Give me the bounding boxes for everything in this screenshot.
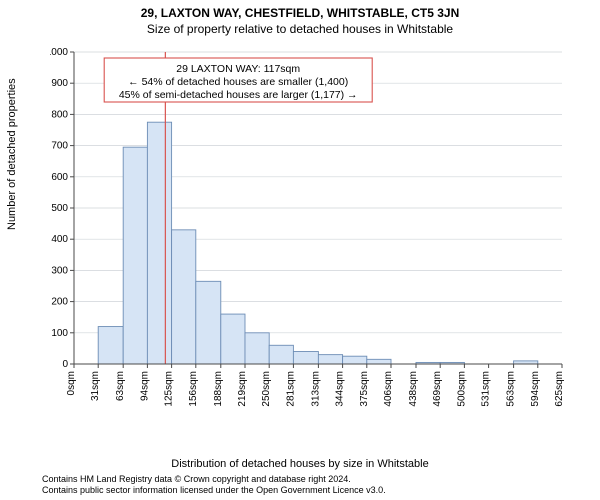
svg-text:500: 500 [51,203,68,214]
svg-text:45% of semi-detached houses ar: 45% of semi-detached houses are larger (… [119,89,358,101]
x-tick-label: 63sqm [115,371,126,401]
histogram-bar [196,281,221,364]
title-main: 29, LAXTON WAY, CHESTFIELD, WHITSTABLE, … [0,0,600,20]
svg-text:200: 200 [51,297,68,308]
x-tick-label: 375sqm [359,371,370,407]
x-tick-label: 31sqm [90,371,101,401]
histogram-bar [172,230,196,364]
histogram-bar [318,355,342,364]
x-tick-label: 406sqm [383,371,394,407]
x-tick-label: 563sqm [506,371,517,407]
x-tick-label: 594sqm [530,371,541,407]
x-tick-label: 500sqm [456,371,467,407]
x-tick-label: 469sqm [432,371,443,407]
svg-text:29 LAXTON WAY: 117sqm: 29 LAXTON WAY: 117sqm [176,63,300,75]
x-tick-label: 438sqm [408,371,419,407]
x-tick-label: 94sqm [139,371,150,401]
histogram-bar [147,122,171,364]
histogram-bar [269,345,293,364]
x-tick-label: 125sqm [164,371,175,407]
histogram-bar [367,359,391,364]
x-tick-label: 0sqm [66,371,77,395]
chart-area: 0 100 200 300 400 500 600 700 800 900 1000 0sqm 31sq… [50,44,570,424]
svg-text:← 54% of detached houses are s: ← 54% of detached houses are smaller (1,… [128,76,348,88]
footer-attribution: Contains HM Land Registry data © Crown c… [42,474,386,497]
x-tick-label: 219sqm [237,371,248,407]
footer-line-1: Contains HM Land Registry data © Crown c… [42,474,386,485]
x-tick-label: 250sqm [261,371,272,407]
histogram-bar [123,147,147,364]
histogram-bar [221,314,245,364]
histogram-bar [98,327,123,364]
svg-text:300: 300 [51,265,68,276]
histogram-bar [343,356,367,364]
x-tick-label: 188sqm [213,371,224,407]
svg-text:700: 700 [51,141,68,152]
x-tick-label: 344sqm [335,371,346,407]
svg-text:0: 0 [62,359,68,370]
x-axis-label: Distribution of detached houses by size … [0,458,600,470]
x-tick-label: 313sqm [310,371,321,407]
svg-text:900: 900 [51,78,68,89]
title-sub: Size of property relative to detached ho… [0,20,600,36]
histogram-svg: 0 100 200 300 400 500 600 700 800 900 1000 0sqm 31sq… [50,44,570,424]
histogram-bar [293,352,318,364]
x-tick-label: 625sqm [554,371,565,407]
svg-text:400: 400 [51,234,68,245]
svg-text:100: 100 [51,328,68,339]
svg-text:800: 800 [51,109,68,120]
svg-text:600: 600 [51,172,68,183]
x-tick-label: 531sqm [481,371,492,407]
histogram-bar [245,333,269,364]
footer-line-2: Contains public sector information licen… [42,485,386,496]
svg-text:1000: 1000 [50,47,68,58]
x-tick-label: 156sqm [188,371,199,407]
x-tick-label: 281sqm [285,371,296,407]
y-axis-label: Number of detached properties [6,78,18,230]
